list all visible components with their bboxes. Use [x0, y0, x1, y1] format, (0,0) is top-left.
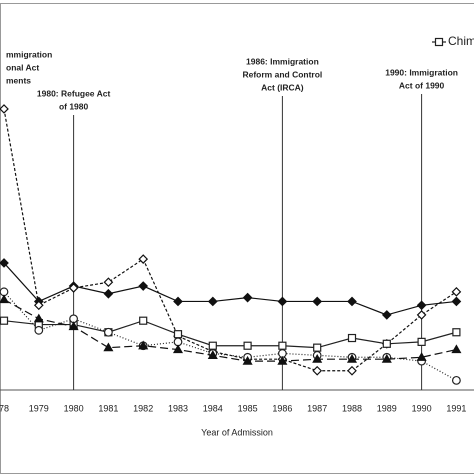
marker [243, 341, 252, 350]
series-line [3, 291, 457, 381]
marker [138, 281, 149, 291]
marker [277, 296, 288, 307]
marker [242, 355, 253, 365]
marker [172, 344, 184, 354]
marker [416, 310, 427, 320]
marker [103, 277, 114, 288]
marker [103, 288, 114, 299]
x-tick-label: 1981 [98, 403, 118, 413]
marker [452, 328, 461, 337]
marker [138, 340, 149, 350]
annotation-text: of 1980 [59, 101, 89, 111]
annotation-text: Act (IRCA) [261, 82, 304, 92]
x-tick-label: 1983 [168, 403, 188, 413]
marker [346, 353, 358, 363]
x-tick-label: 1988 [342, 403, 362, 413]
x-tick-label: 1984 [203, 403, 223, 413]
annotation-text: 1986: Immigration [246, 56, 319, 66]
marker [312, 365, 323, 376]
marker [451, 344, 462, 354]
x-tick-label: 1979 [29, 403, 49, 413]
marker [451, 296, 462, 307]
marker [138, 254, 149, 264]
annotation-text: 1990: Immigration [385, 67, 458, 77]
marker [416, 300, 427, 311]
x-tick-label: 1991 [446, 403, 466, 413]
marker [417, 337, 426, 346]
marker [33, 313, 44, 323]
marker [347, 365, 357, 376]
marker [173, 330, 183, 339]
x-tick-label: 1987 [307, 403, 327, 413]
marker [313, 343, 322, 352]
annotation-text: 1980: Refugee Act [37, 88, 111, 98]
annotation-text: mmigration [6, 49, 52, 59]
marker [312, 296, 323, 307]
marker [0, 316, 9, 325]
marker [381, 310, 392, 320]
x-tick-label: 1985 [238, 403, 258, 413]
marker [0, 104, 9, 114]
marker [277, 355, 288, 365]
marker [382, 339, 391, 348]
series-line [3, 320, 457, 349]
annotation-text: Act of 1990 [399, 80, 445, 90]
marker [451, 286, 462, 297]
marker [347, 333, 357, 343]
series-line [3, 298, 457, 362]
annotation-text: Reform and Control [242, 69, 322, 79]
marker [34, 325, 44, 335]
x-tick-label: 1990 [412, 403, 432, 413]
marker [173, 296, 183, 307]
marker [434, 37, 444, 47]
marker [312, 353, 323, 363]
x-tick-label: 78 [0, 403, 9, 413]
x-tick-label: 1982 [133, 403, 153, 413]
frame [0, 3, 474, 474]
x-tick-label: 1986 [272, 403, 292, 413]
marker [103, 342, 114, 352]
marker [347, 296, 357, 307]
marker [416, 352, 427, 361]
marker [33, 300, 44, 311]
marker [0, 294, 10, 304]
annotation-text: onal Act [6, 62, 39, 72]
legend-label: Chim [448, 34, 474, 48]
marker [208, 341, 217, 350]
annotation-text: ments [6, 75, 31, 85]
marker [68, 321, 79, 331]
marker [207, 350, 218, 359]
x-tick-label: 1980 [64, 403, 84, 413]
marker [452, 375, 461, 385]
marker [207, 296, 218, 307]
series-line [3, 262, 457, 316]
marker [68, 283, 79, 293]
marker [381, 353, 392, 363]
marker [139, 316, 148, 325]
marker [103, 327, 113, 337]
marker [278, 341, 287, 350]
marker [242, 292, 253, 303]
marker [0, 258, 9, 268]
x-tick-label: 1989 [377, 403, 397, 413]
x-axis-title: Year of Admission [201, 427, 273, 437]
